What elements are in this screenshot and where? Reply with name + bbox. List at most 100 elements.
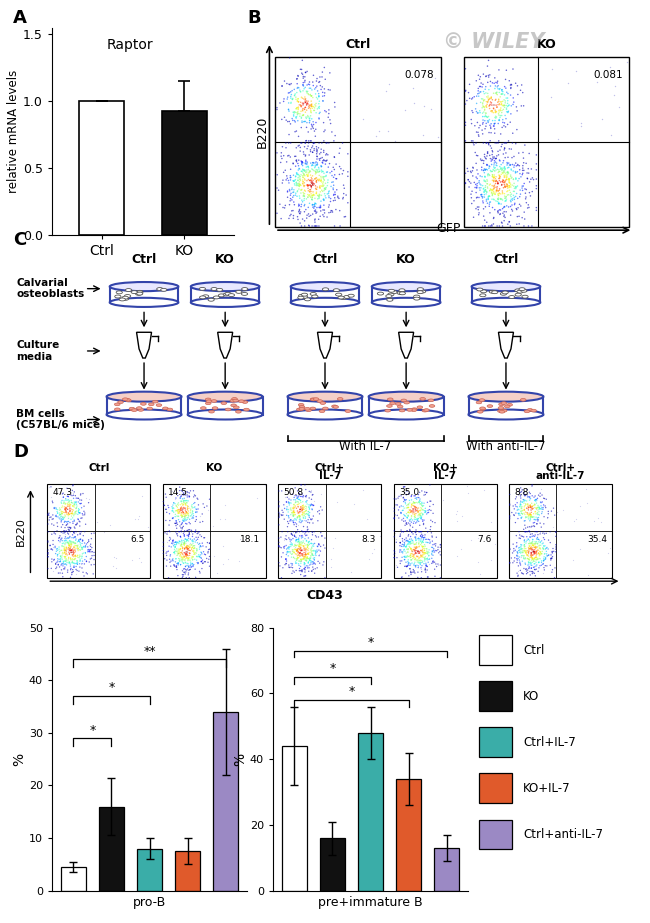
Point [538, 500, 549, 515]
Point [415, 485, 425, 499]
Point [220, 498, 231, 513]
Point [528, 552, 538, 567]
Point [169, 558, 179, 573]
Point [532, 557, 542, 572]
Point [287, 92, 298, 107]
Point [193, 557, 203, 571]
Point [61, 552, 72, 567]
Point [274, 539, 284, 554]
Point [490, 172, 501, 186]
Point [174, 524, 184, 539]
Point [527, 538, 538, 553]
Point [298, 108, 308, 123]
Ellipse shape [114, 408, 120, 411]
Point [521, 564, 532, 579]
Point [293, 547, 304, 562]
Point [304, 219, 315, 234]
Point [527, 185, 538, 199]
Point [81, 536, 92, 551]
Point [510, 497, 521, 512]
Point [168, 554, 178, 569]
Point [298, 502, 309, 517]
Point [277, 78, 287, 93]
Point [74, 534, 85, 549]
Ellipse shape [119, 298, 125, 301]
Point [187, 523, 197, 538]
Point [419, 513, 429, 528]
Point [516, 542, 526, 557]
Point [84, 545, 94, 559]
Point [532, 553, 542, 568]
Point [481, 99, 491, 114]
Point [436, 552, 447, 567]
Ellipse shape [114, 295, 121, 298]
Point [70, 545, 81, 559]
Point [410, 502, 421, 517]
Point [171, 518, 181, 533]
Point [485, 177, 495, 192]
Point [490, 78, 501, 93]
Point [306, 94, 317, 109]
Point [417, 499, 428, 514]
Point [526, 550, 537, 565]
Point [316, 178, 326, 193]
Point [75, 497, 86, 511]
Point [43, 549, 53, 564]
Text: *: * [348, 686, 354, 699]
Point [76, 524, 86, 539]
Point [508, 184, 519, 198]
Ellipse shape [413, 295, 420, 298]
Point [490, 536, 501, 551]
Point [473, 530, 483, 545]
Point [291, 544, 302, 558]
Point [399, 549, 410, 564]
Point [298, 162, 308, 176]
Point [489, 173, 499, 187]
Point [164, 518, 174, 533]
Point [187, 541, 197, 556]
Point [181, 538, 192, 553]
Point [71, 559, 81, 574]
Point [318, 93, 328, 108]
Point [185, 544, 196, 558]
Point [300, 105, 311, 120]
Ellipse shape [310, 398, 316, 401]
Point [293, 534, 304, 549]
Point [73, 511, 83, 526]
Point [58, 505, 69, 520]
Point [177, 569, 188, 583]
Ellipse shape [213, 407, 218, 410]
Point [288, 105, 298, 120]
Point [402, 497, 413, 512]
Point [63, 506, 73, 521]
Point [304, 504, 314, 519]
Point [289, 104, 300, 119]
Point [281, 547, 292, 562]
Point [548, 541, 558, 556]
Point [177, 509, 187, 524]
Point [472, 162, 482, 177]
Point [303, 190, 313, 205]
Point [60, 503, 71, 518]
Point [75, 543, 86, 557]
Point [296, 547, 306, 562]
Point [301, 202, 311, 217]
Point [404, 523, 415, 538]
Ellipse shape [369, 410, 443, 419]
Point [414, 539, 424, 554]
Point [204, 492, 214, 507]
Point [60, 549, 71, 564]
Point [307, 168, 318, 183]
Point [70, 551, 80, 566]
Point [525, 490, 535, 505]
Point [339, 181, 350, 196]
Point [521, 529, 532, 544]
Point [298, 498, 308, 513]
Point [111, 550, 121, 565]
Point [429, 536, 439, 551]
Point [297, 154, 307, 169]
Point [319, 173, 330, 187]
Point [294, 98, 304, 113]
Point [473, 202, 484, 217]
Text: IL-7: IL-7 [318, 472, 341, 482]
